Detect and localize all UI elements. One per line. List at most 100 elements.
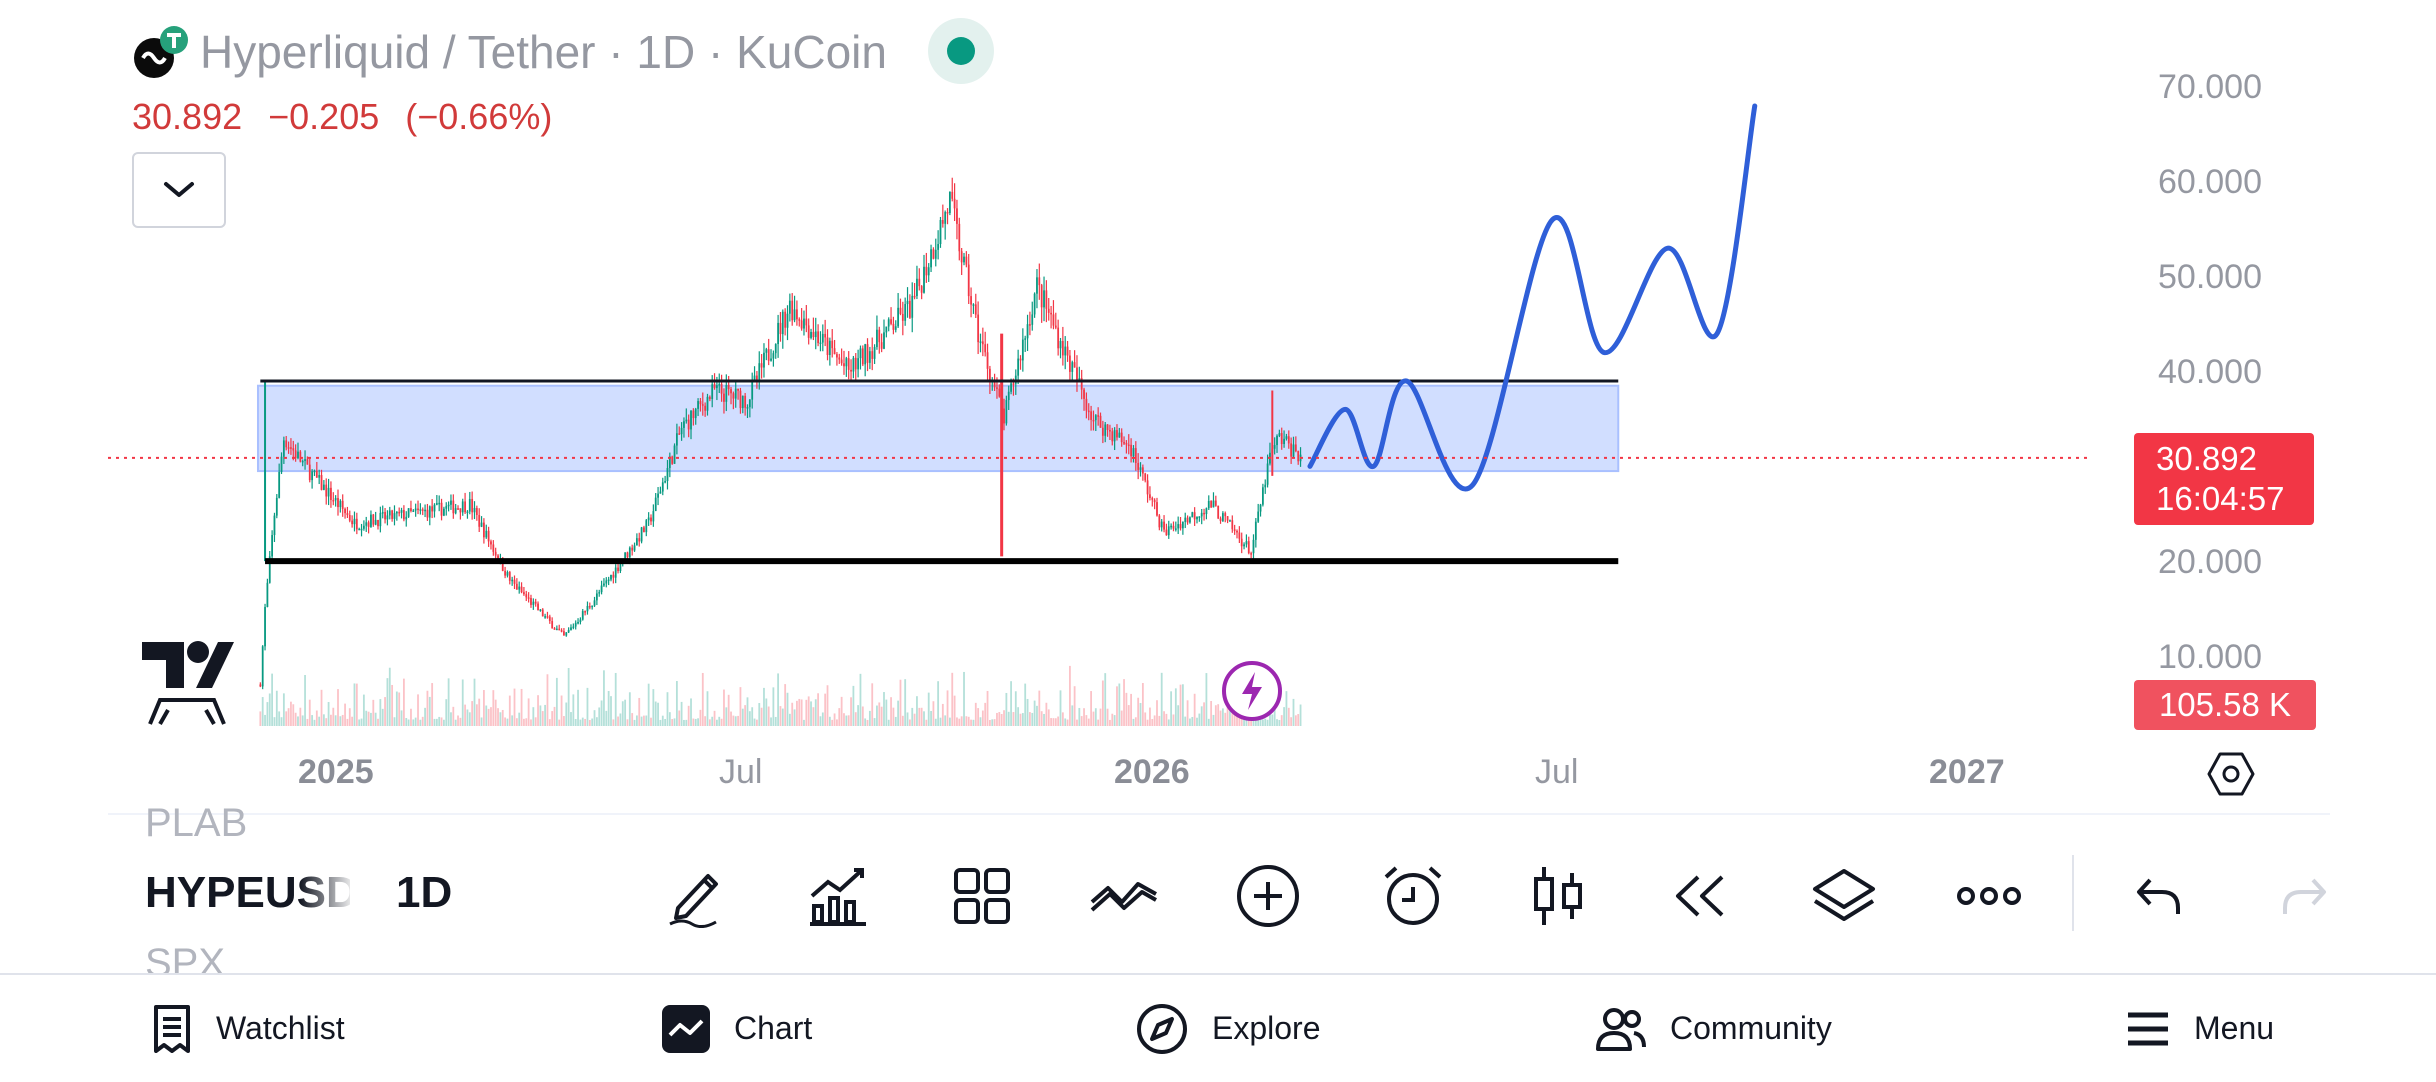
compare-button[interactable]: [1087, 858, 1163, 934]
candle-body: [1118, 432, 1121, 438]
object-tree-button[interactable]: [1806, 858, 1882, 934]
lightning-icon[interactable]: [1221, 660, 1283, 722]
candle-body: [664, 481, 667, 483]
candle-body: [412, 510, 415, 513]
nav-explore[interactable]: Explore: [1136, 975, 1321, 1082]
nav-watchlist[interactable]: Watchlist: [152, 975, 345, 1082]
candle-body: [826, 337, 829, 355]
layout-button[interactable]: [944, 858, 1020, 934]
volume-bar: [1014, 691, 1017, 726]
candle-body: [603, 583, 605, 586]
forecast-curve[interactable]: [1307, 103, 1758, 492]
candle-body: [541, 609, 544, 617]
title-separator: ·: [707, 26, 724, 78]
volume-bar: [273, 717, 276, 726]
alert-button[interactable]: [1375, 858, 1451, 934]
volume-bar: [1094, 708, 1097, 726]
chart-type-button[interactable]: [1520, 858, 1596, 934]
volume-bar: [530, 719, 532, 726]
candle-body: [417, 508, 419, 511]
volume-bar: [628, 692, 631, 726]
nav-chart[interactable]: Chart: [662, 975, 812, 1082]
interval-button[interactable]: 1D: [396, 868, 453, 917]
candle-body: [751, 380, 754, 400]
symbol-title[interactable]: Hyperliquid / Tether · 1D · KuCoin: [200, 22, 887, 82]
candle-body: [523, 592, 525, 595]
candle-body: [558, 628, 561, 631]
candle-body: [1186, 517, 1189, 523]
candle-body: [763, 352, 765, 368]
candle-body: [1040, 285, 1043, 308]
redo-button[interactable]: [2266, 858, 2342, 934]
indicators-button[interactable]: [800, 858, 876, 934]
volume-bar: [732, 715, 735, 726]
volume-bar: [643, 715, 645, 726]
symbol-prev[interactable]: PLAB: [145, 801, 248, 845]
volume-bar: [960, 716, 963, 726]
volume-bar: [614, 672, 617, 726]
volume-bar: [923, 711, 925, 726]
chart-settings-button[interactable]: [2205, 748, 2257, 800]
volume-bar: [998, 712, 1001, 726]
candle-body: [315, 470, 318, 478]
candle-body: [464, 501, 466, 513]
candle-body: [890, 319, 892, 324]
candle-body: [285, 440, 288, 448]
add-button[interactable]: [1230, 858, 1306, 934]
volume-bar: [847, 715, 850, 726]
candle-body: [1276, 435, 1278, 446]
candle-body: [937, 244, 940, 250]
candle-body: [659, 491, 662, 494]
volume-bar: [777, 673, 779, 726]
volume-bar: [395, 691, 398, 726]
volume-bar: [1071, 705, 1074, 726]
candle-body: [337, 498, 339, 508]
volume-bar: [492, 690, 495, 726]
collapse-legend-button[interactable]: [132, 152, 226, 228]
volume-bar: [892, 707, 895, 726]
volume-bar: [1196, 717, 1198, 726]
candle-body: [694, 408, 697, 419]
volume-bar: [1217, 704, 1220, 726]
replay-button[interactable]: [1663, 858, 1739, 934]
candle-body: [468, 498, 471, 512]
candle-body: [1172, 525, 1175, 529]
candle-body: [996, 387, 998, 389]
candle-body: [741, 395, 744, 409]
drawing-lines[interactable]: [260, 379, 1619, 565]
more-button[interactable]: [1951, 858, 2027, 934]
candle-body: [348, 515, 351, 521]
candle-body: [1045, 290, 1048, 309]
volume-bar: [890, 697, 892, 726]
forecast-path[interactable]: [1307, 103, 1758, 492]
candle-body: [810, 331, 812, 338]
volume-bar: [525, 718, 528, 726]
volume-bar: [1085, 715, 1088, 726]
nav-community[interactable]: Community: [1596, 975, 1832, 1082]
volume-bar: [725, 707, 728, 726]
candle-body: [699, 401, 702, 405]
volume-bar: [1287, 707, 1290, 726]
candle-body: [803, 318, 805, 329]
candle-body: [1101, 427, 1104, 436]
candle-body: [1090, 411, 1092, 420]
candle-body: [734, 388, 737, 399]
volume-bar: [1158, 715, 1161, 726]
candle-body: [407, 508, 410, 517]
candle-body: [581, 611, 584, 620]
undo-button[interactable]: [2121, 858, 2197, 934]
candle-body: [1021, 339, 1024, 361]
volume-bar: [673, 718, 676, 726]
nav-menu[interactable]: Menu: [2126, 975, 2274, 1082]
drawing-tools-button[interactable]: [658, 858, 734, 934]
volume-bar: [770, 717, 772, 726]
volume-bar: [633, 719, 636, 726]
volume-bar: [793, 709, 796, 726]
volume-bar: [407, 719, 410, 726]
volume-bar: [398, 692, 401, 726]
candle-body: [744, 395, 747, 408]
candle-body: [739, 390, 742, 409]
market-status-icon[interactable]: [928, 18, 994, 84]
candle-body: [1127, 444, 1130, 447]
